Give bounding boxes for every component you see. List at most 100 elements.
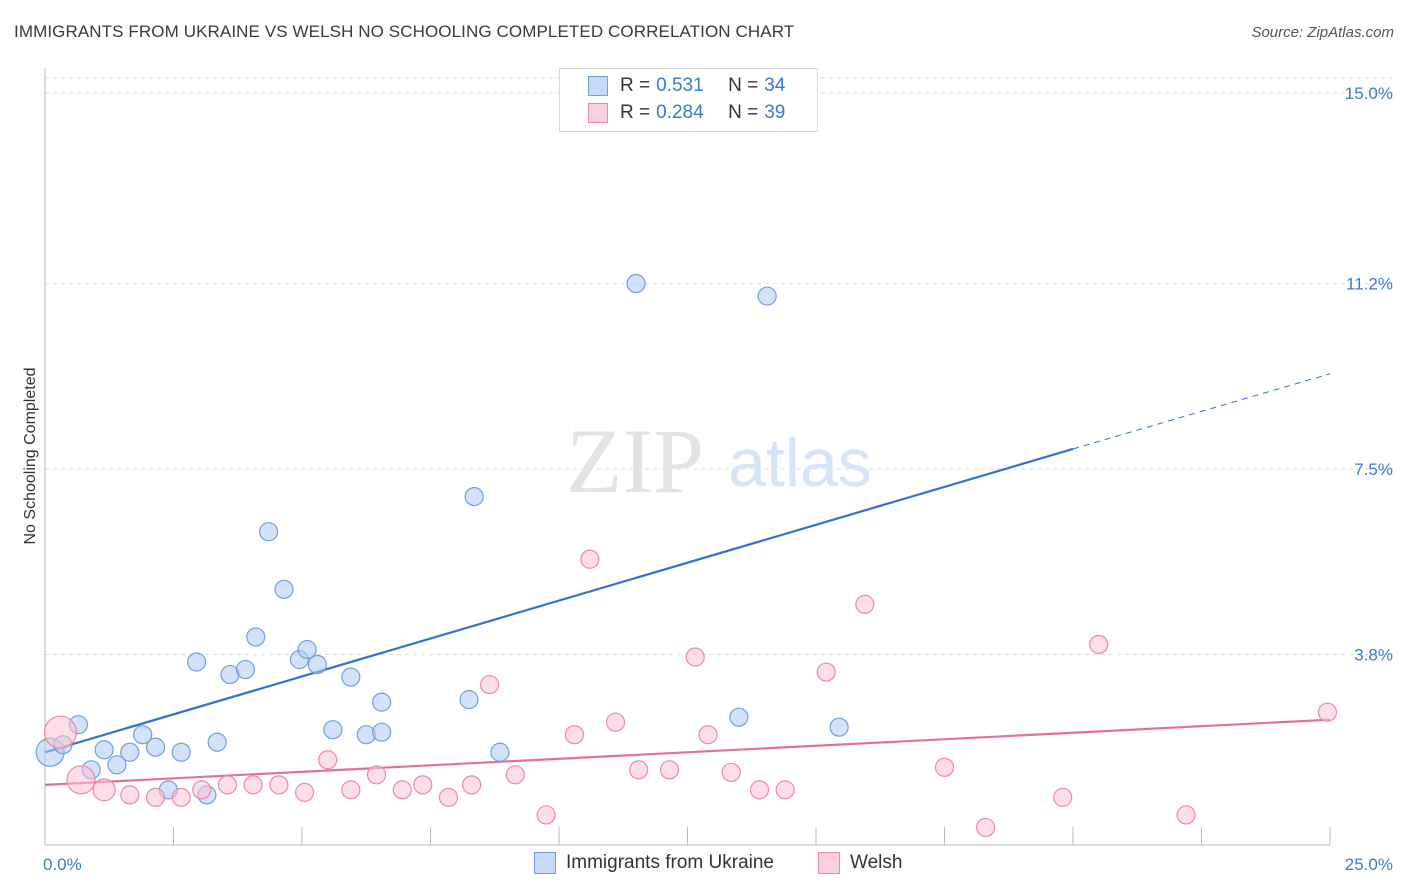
- ukraine-point: [120, 742, 140, 762]
- ukraine-point: [145, 737, 166, 757]
- ukraine-point: [341, 667, 361, 687]
- welsh-point: [269, 775, 289, 795]
- x-tick-label: 25.0%: [1345, 855, 1393, 874]
- x-tick-labels: 0.0% 25.0%: [43, 855, 1393, 874]
- ukraine-point: [274, 579, 294, 599]
- legend-r-value: 0.531: [656, 75, 704, 96]
- welsh-point: [1053, 787, 1073, 807]
- welsh-point: [934, 757, 955, 777]
- correlation-legend: R = 0.531 N = 34 R = 0.284 N = 39: [559, 68, 818, 132]
- y-tick-label: 15.0%: [1345, 84, 1393, 103]
- welsh-point: [816, 662, 836, 682]
- welsh-point: [366, 765, 387, 785]
- welsh-point: [217, 775, 238, 795]
- ukraine-point: [729, 707, 749, 727]
- ukraine-point: [107, 755, 127, 775]
- y-tick-label: 11.2%: [1346, 275, 1393, 294]
- ukraine-point: [323, 720, 343, 740]
- welsh-point: [749, 780, 770, 800]
- welsh-point: [294, 782, 315, 802]
- welsh-point: [318, 750, 338, 770]
- trend-lines: [44, 373, 1331, 786]
- legend-item-welsh[interactable]: Welsh: [818, 852, 902, 874]
- welsh-point: [66, 765, 96, 795]
- ukraine-point: [372, 692, 392, 712]
- welsh-point: [1089, 634, 1109, 655]
- welsh-point: [192, 780, 212, 800]
- legend-r-label: R =: [620, 102, 651, 123]
- welsh-point: [721, 762, 741, 782]
- welsh-point: [392, 780, 412, 800]
- ukraine-point: [133, 725, 153, 745]
- ukraine-trend-extension: [1072, 373, 1331, 450]
- y-tick-label: 7.5%: [1354, 460, 1393, 479]
- watermark-zip: ZIP: [566, 410, 704, 512]
- legend-label-ukraine: Immigrants from Ukraine: [566, 852, 774, 873]
- ukraine-point: [258, 522, 279, 542]
- welsh-point: [659, 760, 680, 780]
- welsh-point: [536, 805, 556, 825]
- ukraine-point: [626, 273, 646, 294]
- welsh-point: [243, 775, 263, 795]
- ukraine-point: [829, 717, 849, 737]
- ukraine-point: [246, 627, 266, 647]
- ukraine-point: [207, 732, 227, 752]
- welsh-point: [413, 775, 433, 795]
- welsh-point: [480, 674, 500, 695]
- legend-n-value: 39: [764, 102, 786, 123]
- legend-n-label: N =: [728, 102, 759, 123]
- welsh-point: [775, 780, 795, 800]
- ukraine-point: [307, 654, 328, 675]
- ukraine-point: [372, 722, 392, 742]
- ukraine-trend-line: [44, 447, 1074, 754]
- welsh-trend-line: [44, 718, 1331, 786]
- welsh-point: [564, 725, 585, 745]
- legend-n-label: N =: [728, 75, 759, 96]
- gridlines: [45, 77, 1395, 656]
- legend-swatch-pink: [588, 103, 608, 123]
- legend-row-welsh: R = 0.284 N = 39: [588, 100, 785, 126]
- legend-row-ukraine: R = 0.531 N = 34: [588, 73, 785, 99]
- legend-n-value: 34: [764, 75, 786, 96]
- welsh-point: [43, 715, 78, 749]
- welsh-point: [855, 594, 875, 614]
- axes: [44, 68, 1331, 846]
- welsh-point: [92, 778, 116, 802]
- ukraine-point: [490, 742, 510, 762]
- x-tick-label: 0.0%: [43, 855, 82, 874]
- legend-swatch-pink: [818, 852, 840, 874]
- welsh-point: [438, 787, 459, 807]
- welsh-point: [629, 760, 649, 780]
- welsh-point: [462, 775, 482, 795]
- y-tick-labels: 3.8% 7.5% 11.2% 15.0%: [1345, 84, 1393, 664]
- welsh-point: [1317, 702, 1338, 722]
- welsh-point: [698, 725, 718, 745]
- welsh-point: [976, 817, 996, 838]
- legend-r-value: 0.284: [656, 102, 704, 123]
- ukraine-point: [757, 286, 777, 306]
- welsh-point: [1176, 805, 1196, 825]
- welsh-point: [341, 780, 361, 800]
- watermark-atlas: atlas: [728, 425, 872, 501]
- welsh-point: [605, 712, 626, 732]
- welsh-point: [120, 785, 140, 805]
- ukraine-point: [464, 486, 484, 507]
- welsh-point: [145, 787, 166, 807]
- ukraine-point: [235, 659, 256, 680]
- legend-label-welsh: Welsh: [850, 852, 903, 873]
- ukraine-point: [187, 652, 207, 672]
- welsh-point: [580, 549, 600, 569]
- source-label: Source: ZipAtlas.com: [1251, 24, 1394, 41]
- y-axis-label: No Schooling Completed: [22, 368, 39, 545]
- ukraine-point: [459, 690, 479, 710]
- ukraine-point: [94, 740, 114, 760]
- ukraine-point: [171, 742, 191, 762]
- welsh-point: [685, 647, 705, 667]
- legend-item-ukraine[interactable]: Immigrants from Ukraine: [534, 852, 774, 874]
- legend-swatch-blue: [534, 852, 556, 874]
- ukraine-point: [297, 639, 317, 660]
- welsh-point: [505, 765, 525, 785]
- chart-title: IMMIGRANTS FROM UKRAINE VS WELSH NO SCHO…: [14, 22, 795, 41]
- data-points: [35, 273, 1338, 838]
